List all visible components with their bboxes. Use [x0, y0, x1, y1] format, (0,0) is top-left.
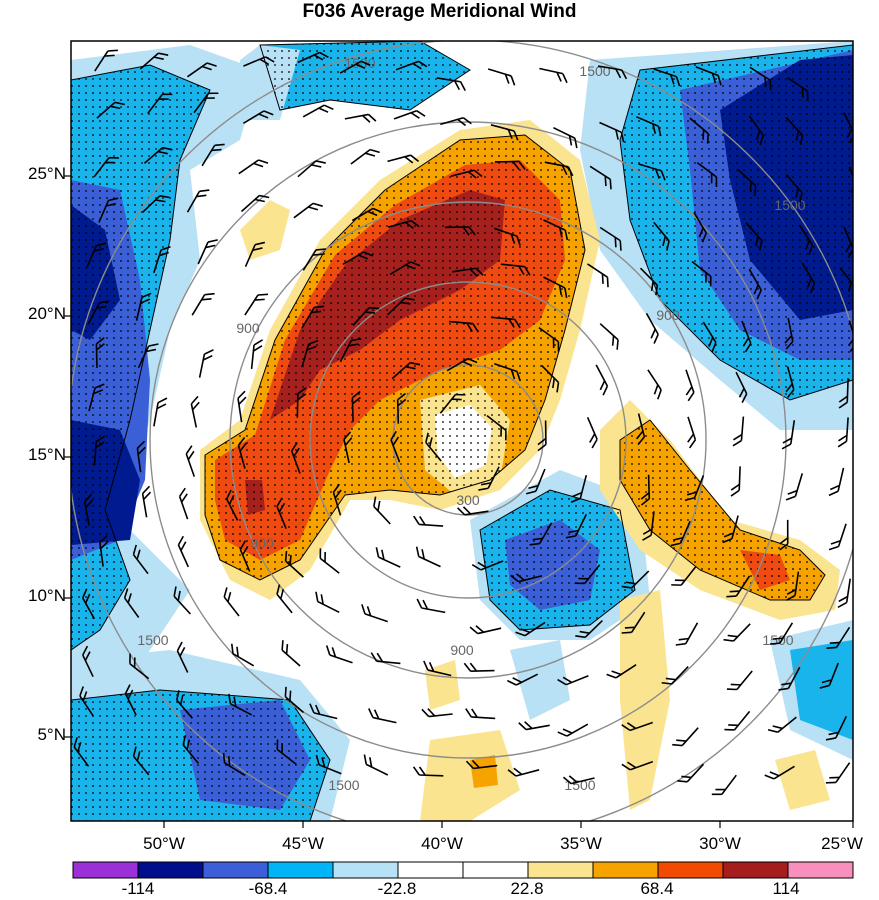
- significance-stipple-warm-main: [204, 134, 586, 581]
- significance-stipple-south: [479, 489, 636, 631]
- colorbar-swatch: [787, 861, 854, 879]
- colorbar-label-114: 114: [772, 879, 800, 898]
- field-region-yellow-south-4: [775, 750, 830, 810]
- range-ring-label: 1500: [137, 632, 168, 648]
- colorbar-swatch: [592, 861, 659, 879]
- field-region-yellow-south-3: [425, 660, 460, 710]
- colorbar-swatch: [462, 861, 529, 879]
- lat-label-20n: 20°N: [28, 304, 66, 323]
- colorbar-swatch: [72, 861, 139, 879]
- colorbar-label-68-4: 68.4: [640, 879, 674, 898]
- lon-label-25w: 25°W: [821, 834, 863, 853]
- colorbar-swatch: [657, 861, 724, 879]
- range-ring-label: 900: [250, 535, 274, 551]
- significance-stipple-east: [619, 44, 853, 401]
- range-ring-label: 1500: [774, 197, 805, 213]
- field-region-light-blue-s2: [510, 640, 570, 720]
- colorbar-swatch: [202, 861, 269, 879]
- colorbar-label-neg-22-8: -22.8: [377, 879, 417, 898]
- colorbar-swatch: [397, 861, 464, 879]
- colorbar-swatch: [527, 861, 594, 879]
- range-ring-label: 1500: [579, 63, 610, 79]
- lon-label-30w: 30°W: [699, 834, 741, 853]
- range-ring-1: [309, 281, 627, 599]
- lat-label-15n: 15°N: [28, 445, 66, 464]
- shaded-field: [71, 41, 853, 821]
- field-region-yellow-south-1: [620, 590, 670, 810]
- map-title: F036 Average Meridional Wind: [302, 1, 577, 22]
- field-region-orange-south-2: [470, 755, 498, 788]
- plot-frame: [70, 40, 854, 822]
- colorbar-label-22-8: 22.8: [510, 879, 544, 898]
- colorbar-swatch: [267, 861, 334, 879]
- lon-label-50w: 50°W: [143, 834, 185, 853]
- range-ring-label: 1500: [762, 632, 793, 648]
- range-ring-label: 900: [236, 320, 260, 336]
- colorbar-label-neg-114: -114: [121, 879, 155, 898]
- range-ring-label: 900: [450, 642, 474, 658]
- lat-label-10n: 10°N: [28, 586, 66, 605]
- significance-stipple-north: [259, 41, 471, 111]
- colorbar-swatch: [137, 861, 204, 879]
- colorbar-swatch: [332, 861, 399, 879]
- lon-label-35w: 35°W: [560, 834, 602, 853]
- range-ring-2: [229, 201, 707, 679]
- field-region-yellow-south-2: [420, 730, 520, 821]
- lon-label-45w: 45°W: [282, 834, 324, 853]
- lon-label-40w: 40°W: [421, 834, 463, 853]
- significance-stipple-west: [71, 64, 211, 651]
- lat-label-5n: 5°N: [37, 725, 66, 744]
- significance-stipple-east-band: [619, 419, 826, 601]
- range-ring-label: 300: [456, 492, 480, 508]
- range-ring-label: 900: [656, 307, 680, 323]
- axis-ticks: [64, 175, 854, 828]
- range-ring-label: 1500: [328, 777, 359, 793]
- colorbar: [72, 861, 854, 879]
- field-region-yellow-blob-nw: [240, 200, 290, 260]
- colorbar-label-neg-68-4: -68.4: [248, 879, 288, 898]
- range-ring-label: 1500: [564, 777, 595, 793]
- lat-label-25n: 25°N: [28, 164, 66, 183]
- colorbar-swatch: [722, 861, 789, 879]
- significance-stipple-sw: [71, 689, 331, 821]
